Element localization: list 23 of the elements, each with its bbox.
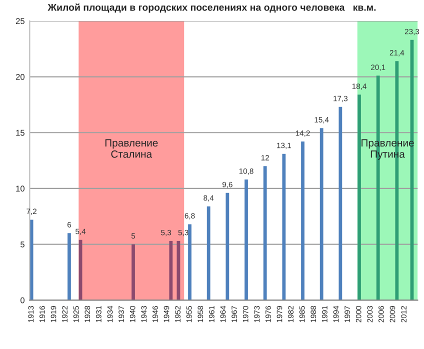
- bar: [301, 142, 304, 300]
- band-label: Правление Сталина: [105, 139, 158, 158]
- y-tick-label: 0: [20, 297, 24, 304]
- bar: [132, 244, 135, 300]
- bar: [226, 192, 230, 300]
- bar: [358, 94, 361, 300]
- bar: [338, 106, 342, 300]
- bar: [263, 166, 267, 300]
- bar: [282, 154, 286, 300]
- y-tick-label: 5: [20, 242, 24, 248]
- band-label: Правление Путина: [362, 139, 414, 160]
- bar: [68, 233, 71, 300]
- bar: [188, 224, 192, 300]
- y-tick-label: 10: [16, 186, 24, 192]
- y-tick-label: 25: [16, 18, 24, 24]
- bar: [206, 206, 210, 300]
- y-tick-label: 15: [16, 130, 24, 136]
- chart-title: Жилой площади в городских поселениях на одного человека кв.м.: [48, 3, 376, 13]
- y-tick-label: 20: [16, 74, 24, 80]
- bar: [244, 180, 248, 300]
- bar: [30, 220, 34, 300]
- bar: [320, 128, 324, 300]
- bar: [169, 240, 173, 300]
